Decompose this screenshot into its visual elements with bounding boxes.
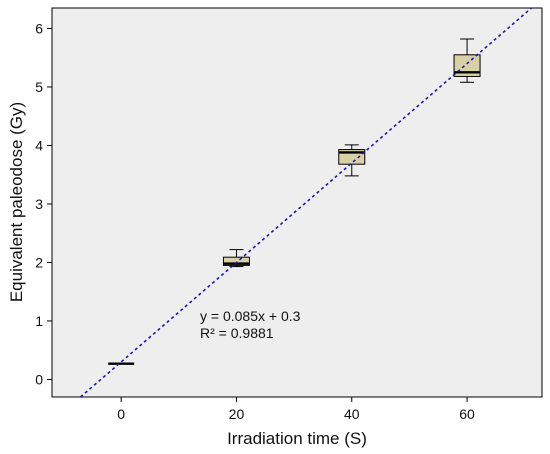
y-tick-label: 4 (35, 137, 43, 153)
box-plot (222, 249, 250, 268)
y-axis-title: Equivalent paleodose (Gy) (7, 102, 26, 302)
y-tick-label: 6 (35, 20, 43, 36)
fit-equation: y = 0.085x + 0.3 (200, 308, 301, 324)
y-tick-label: 0 (35, 371, 43, 387)
y-axis: 0 1 2 3 4 5 6 (35, 20, 52, 387)
fit-r-squared: R² = 0.9881 (200, 325, 274, 341)
y-tick-label: 1 (35, 313, 43, 329)
y-tick-label: 2 (35, 254, 43, 270)
box-plot (338, 144, 366, 177)
y-tick-label: 3 (35, 196, 43, 212)
x-tick-label: 0 (117, 406, 125, 422)
x-axis: 0 20 40 60 (117, 397, 475, 422)
box-series (108, 38, 481, 365)
x-tick-label: 60 (459, 406, 475, 422)
x-axis-title: Irradiation time (S) (227, 429, 367, 448)
x-tick-label: 40 (344, 406, 360, 422)
x-tick-label: 20 (229, 406, 245, 422)
y-tick-label: 5 (35, 79, 43, 95)
box-body (222, 256, 250, 266)
box-plot (453, 38, 481, 83)
box-body (453, 54, 481, 77)
